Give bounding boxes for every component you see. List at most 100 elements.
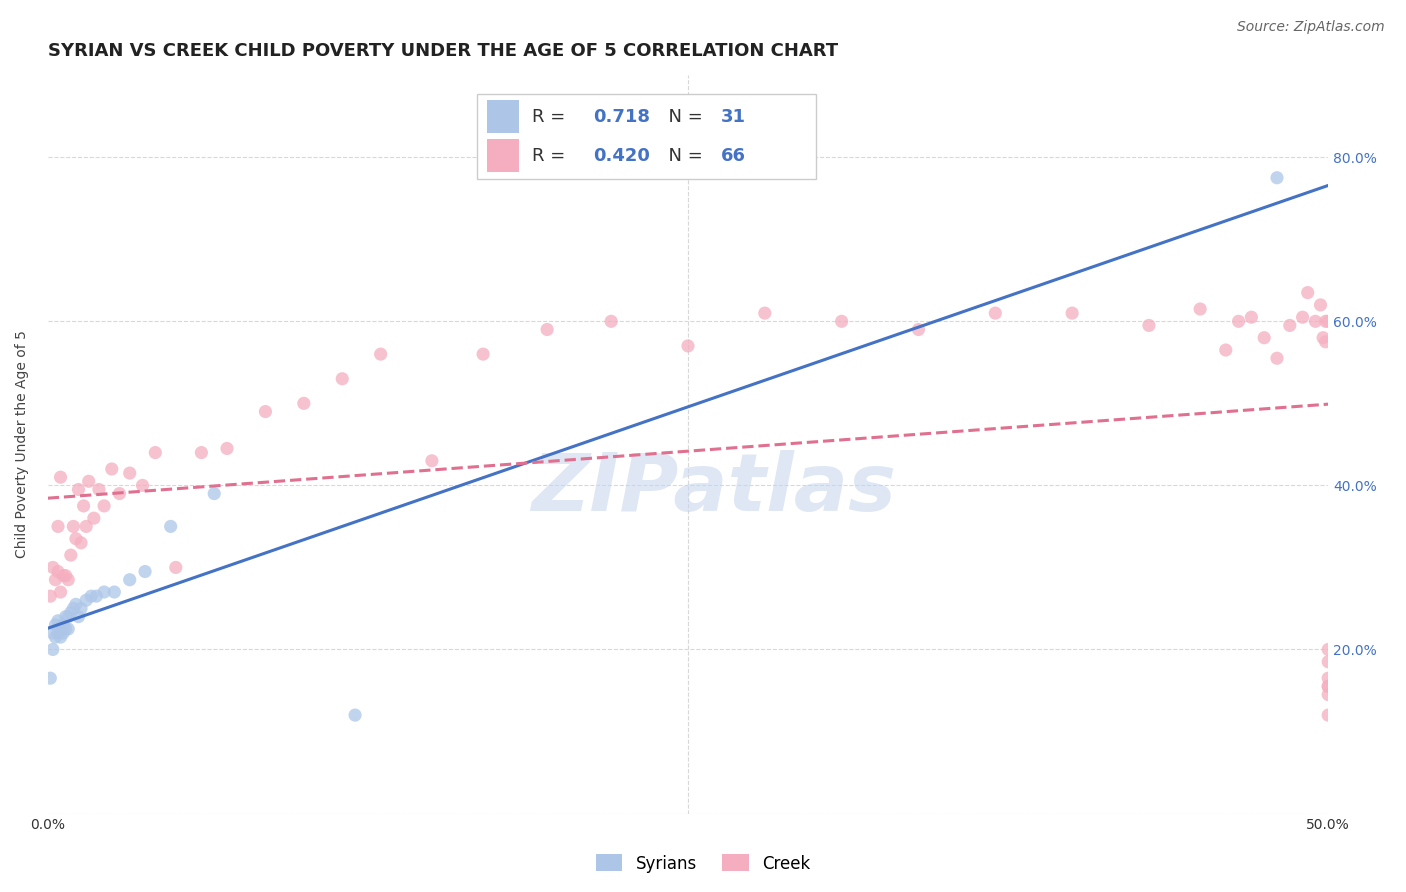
Syrians <box>46 614 69 628</box>
Creek <box>1278 318 1301 333</box>
Creek <box>754 306 776 320</box>
Creek <box>1291 310 1313 325</box>
Creek <box>600 314 623 328</box>
Creek <box>1062 306 1084 320</box>
Syrians <box>118 573 141 587</box>
Creek <box>52 568 75 582</box>
FancyBboxPatch shape <box>486 139 519 172</box>
Syrians <box>58 622 80 636</box>
Text: R =: R = <box>531 146 571 165</box>
Creek <box>1265 351 1288 366</box>
Syrians <box>39 671 62 685</box>
Creek <box>1296 285 1319 300</box>
Text: 0.718: 0.718 <box>593 108 650 126</box>
Syrians <box>1265 170 1288 185</box>
Text: ZIPatlas: ZIPatlas <box>531 450 896 528</box>
Creek <box>58 573 80 587</box>
Text: 0.420: 0.420 <box>593 146 650 165</box>
Syrians <box>103 585 125 599</box>
Creek <box>1305 314 1327 328</box>
Creek <box>77 475 100 489</box>
Creek <box>831 314 853 328</box>
Syrians <box>344 708 367 723</box>
Creek <box>100 462 122 476</box>
Creek <box>59 548 82 562</box>
Creek <box>1315 334 1337 349</box>
Creek <box>1227 314 1250 328</box>
Creek <box>55 568 77 582</box>
Syrians <box>59 606 82 620</box>
Creek <box>1312 331 1334 345</box>
Creek <box>190 445 212 459</box>
Creek <box>1317 679 1340 693</box>
Creek <box>1309 298 1331 312</box>
Syrians <box>49 630 72 644</box>
Creek <box>42 560 65 574</box>
Creek <box>1137 318 1160 333</box>
Creek <box>370 347 392 361</box>
Creek <box>62 519 84 533</box>
Syrians <box>42 626 65 640</box>
Creek <box>93 499 115 513</box>
Syrians <box>49 622 72 636</box>
Creek <box>1317 642 1340 657</box>
Creek <box>165 560 187 574</box>
Creek <box>70 536 93 550</box>
Syrians <box>42 642 65 657</box>
Syrians <box>44 630 66 644</box>
Syrians <box>70 601 93 615</box>
Text: Source: ZipAtlas.com: Source: ZipAtlas.com <box>1237 20 1385 34</box>
Creek <box>472 347 495 361</box>
Y-axis label: Child Poverty Under the Age of 5: Child Poverty Under the Age of 5 <box>15 330 30 558</box>
Creek <box>1189 301 1212 316</box>
Creek <box>83 511 105 525</box>
Creek <box>49 585 72 599</box>
Creek <box>536 322 558 336</box>
Creek <box>215 442 238 456</box>
Syrians <box>86 589 108 603</box>
Syrians <box>75 593 97 607</box>
Creek <box>1317 655 1340 669</box>
Syrians <box>67 609 90 624</box>
Creek <box>75 519 97 533</box>
Creek <box>1317 671 1340 685</box>
Creek <box>1317 708 1340 723</box>
Syrians <box>159 519 181 533</box>
Syrians <box>134 565 156 579</box>
Creek <box>39 589 62 603</box>
Creek <box>46 519 69 533</box>
Creek <box>67 483 90 497</box>
Syrians <box>46 626 69 640</box>
Text: R =: R = <box>531 108 571 126</box>
Creek <box>131 478 153 492</box>
Creek <box>420 454 443 468</box>
Creek <box>44 573 66 587</box>
Creek <box>46 565 69 579</box>
Creek <box>87 483 110 497</box>
Text: N =: N = <box>657 108 709 126</box>
Creek <box>49 470 72 484</box>
Creek <box>984 306 1007 320</box>
Syrians <box>44 618 66 632</box>
Text: N =: N = <box>657 146 709 165</box>
Syrians <box>80 589 103 603</box>
Creek <box>143 445 166 459</box>
Creek <box>118 466 141 480</box>
Syrians <box>65 598 87 612</box>
Creek <box>1215 343 1237 357</box>
Syrians <box>55 622 77 636</box>
Syrians <box>52 618 75 632</box>
Syrians <box>55 609 77 624</box>
Creek <box>330 372 353 386</box>
FancyBboxPatch shape <box>477 94 815 178</box>
Text: 31: 31 <box>721 108 747 126</box>
Creek <box>676 339 699 353</box>
Creek <box>1315 314 1337 328</box>
Legend: Syrians, Creek: Syrians, Creek <box>589 847 817 880</box>
Creek <box>1253 331 1275 345</box>
Creek <box>254 404 277 418</box>
Creek <box>65 532 87 546</box>
Text: SYRIAN VS CREEK CHILD POVERTY UNDER THE AGE OF 5 CORRELATION CHART: SYRIAN VS CREEK CHILD POVERTY UNDER THE … <box>48 42 838 60</box>
Syrians <box>58 609 80 624</box>
Syrians <box>202 486 225 500</box>
